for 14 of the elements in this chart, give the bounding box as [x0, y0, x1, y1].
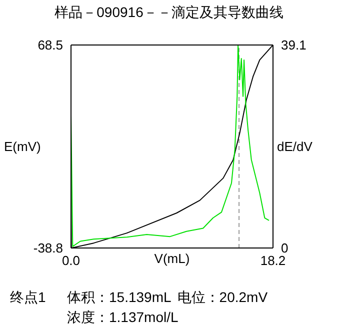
y2-tick-label: 0: [281, 240, 288, 256]
y-tick-label: -38.8: [33, 240, 63, 256]
y2-axis-title: dE/dV: [277, 139, 313, 154]
y2-tick-label: 39.1: [281, 38, 306, 53]
text: 体积：15.139mL: [67, 289, 172, 305]
x-tick-label: 18.2: [260, 253, 286, 268]
chart-title: 样品－090916－－滴定及其导数曲线: [54, 4, 284, 22]
text: 电位：20.2mV: [177, 289, 268, 305]
y-axis-title: E(mV): [4, 139, 41, 154]
x-axis-title: V(mL): [154, 251, 190, 266]
text: 终点1: [10, 289, 46, 305]
text: 浓度：1.137mol/L: [67, 309, 178, 325]
x-tick-label: 0.0: [62, 253, 80, 268]
y-tick-label: 68.5: [38, 38, 63, 53]
